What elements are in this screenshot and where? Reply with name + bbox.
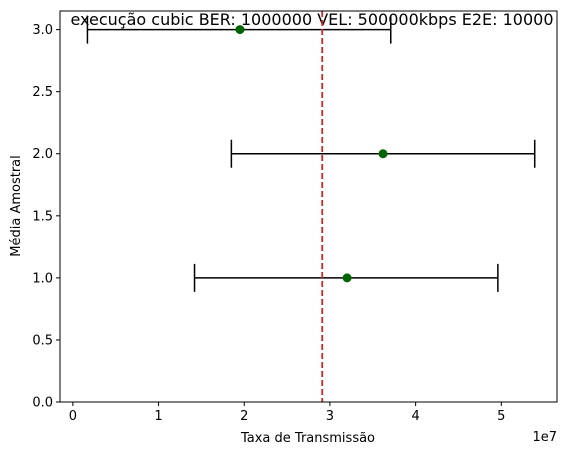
x-tick-label: 4 xyxy=(411,409,419,424)
plot-frame xyxy=(59,10,558,403)
y-tick-label: 0.5 xyxy=(32,333,53,348)
y-tick-label: 2.5 xyxy=(32,85,53,100)
plot-area xyxy=(86,11,536,402)
y-axis-label: Média Amostral xyxy=(9,155,24,256)
y-axis: 0.0 0.5 1.0 1.5 2.0 2.5 3.0 xyxy=(32,23,60,411)
data-point-3 xyxy=(235,25,245,35)
x-tick-label: 5 xyxy=(497,409,505,424)
chart-title: execução cubic BER: 1000000 VEL: 500000k… xyxy=(70,10,553,29)
data-point-2 xyxy=(378,149,388,159)
x-axis-label: Taxa de Transmissão xyxy=(240,431,375,446)
x-tick-label: 3 xyxy=(326,409,334,424)
x-axis-offset-label: 1e7 xyxy=(532,430,557,445)
x-tick-label: 0 xyxy=(69,409,77,424)
x-tick-label: 2 xyxy=(240,409,248,424)
y-tick-label: 3.0 xyxy=(32,23,53,38)
y-tick-label: 1.5 xyxy=(32,209,53,224)
data-point-1 xyxy=(342,273,352,283)
x-tick-label: 1 xyxy=(154,409,162,424)
y-tick-label: 1.0 xyxy=(32,271,53,286)
x-axis: 0 1 2 3 4 5 xyxy=(69,402,505,424)
y-tick-label: 2.0 xyxy=(32,147,53,162)
y-tick-label: 0.0 xyxy=(32,396,53,411)
